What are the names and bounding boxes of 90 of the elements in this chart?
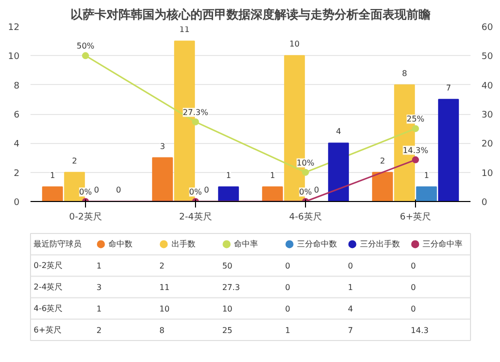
data-label: 1 bbox=[348, 283, 354, 292]
data-label: 4 bbox=[336, 127, 342, 136]
bar bbox=[262, 186, 283, 202]
chart-title: 以萨卡对阵韩国为核心的西甲数据深度解读与走势分析全面表现前瞻 bbox=[70, 8, 430, 22]
point bbox=[412, 156, 419, 164]
data-label: 2 bbox=[96, 326, 102, 335]
point bbox=[302, 168, 309, 176]
bar bbox=[438, 98, 459, 202]
data-label: 1 bbox=[96, 262, 102, 271]
y-tick-label: 10 bbox=[8, 52, 20, 62]
legend-label: 命中数 bbox=[108, 240, 132, 249]
data-label: 0 bbox=[204, 186, 210, 194]
data-label: 0 bbox=[285, 283, 290, 292]
data-label: 4 bbox=[348, 304, 354, 314]
bar bbox=[42, 186, 63, 202]
data-label: 8 bbox=[402, 68, 408, 78]
data-label: 2 bbox=[380, 156, 386, 166]
data-label: 0% bbox=[189, 188, 202, 196]
data-label: 27.3% bbox=[182, 108, 209, 117]
data-label: 0 bbox=[285, 262, 290, 271]
y2-tick-label: 60 bbox=[482, 23, 494, 33]
data-label: 7 bbox=[446, 83, 452, 92]
y-tick-label: 2 bbox=[14, 168, 20, 179]
bar bbox=[152, 157, 173, 202]
category-label: 2-4英尺 bbox=[34, 282, 63, 292]
data-label: 3 bbox=[96, 283, 102, 292]
y2-tick-label: 20 bbox=[482, 140, 494, 150]
data-label: 1 bbox=[424, 170, 430, 180]
data-label: 2 bbox=[159, 262, 164, 271]
legend-label: 三分命中率 bbox=[422, 240, 463, 249]
bar bbox=[416, 186, 437, 202]
y-tick-label: 12 bbox=[8, 23, 20, 33]
y-tick-label: 6 bbox=[14, 110, 20, 120]
x-tick-label: 2-4英尺 bbox=[179, 212, 212, 222]
bar bbox=[328, 142, 349, 202]
y-tick-label: 8 bbox=[14, 81, 20, 92]
category-label: 0-2英尺 bbox=[34, 261, 63, 270]
data-label: 7 bbox=[348, 326, 354, 335]
legend-label: 命中率 bbox=[234, 240, 258, 249]
data-label: 0 bbox=[348, 262, 354, 271]
data-label: 25 bbox=[222, 326, 232, 335]
data-label: 3 bbox=[160, 142, 166, 151]
y2-tick-label: 10 bbox=[482, 168, 494, 179]
data-label: 11 bbox=[159, 283, 170, 292]
y2-tick-label: 50 bbox=[482, 52, 494, 62]
y2-tick-label: 30 bbox=[482, 110, 494, 120]
x-tick-label: 6+英尺 bbox=[400, 212, 432, 222]
data-label: 10 bbox=[222, 304, 232, 314]
data-label: 27.3 bbox=[222, 283, 240, 292]
bar bbox=[372, 172, 393, 202]
data-label: 0 bbox=[116, 186, 122, 194]
data-label: 1 bbox=[96, 304, 102, 314]
y-tick-label: 0 bbox=[14, 198, 20, 208]
x-tick-label: 0-2英尺 bbox=[69, 212, 102, 222]
data-label: 14.3% bbox=[402, 146, 429, 155]
point bbox=[412, 125, 419, 132]
legend-label: 三分命中数 bbox=[297, 240, 338, 249]
data-label: 1 bbox=[285, 326, 290, 335]
data-label: 50 bbox=[222, 262, 232, 271]
legend-label: 出手数 bbox=[171, 240, 196, 249]
data-label: 25% bbox=[406, 114, 425, 124]
x-tick-label: 4-6英尺 bbox=[289, 212, 322, 222]
y-tick-label: 4 bbox=[14, 140, 20, 150]
data-label: 0 bbox=[94, 186, 100, 194]
y2-tick-label: 0 bbox=[482, 198, 488, 208]
data-label: 0 bbox=[410, 304, 416, 314]
data-label: 0% bbox=[299, 188, 312, 196]
legend-title: 最近防守球员 bbox=[34, 240, 82, 249]
point bbox=[82, 52, 89, 60]
data-label: 14.3 bbox=[410, 326, 429, 335]
category-label: 4-6英尺 bbox=[34, 304, 63, 313]
data-label: 0 bbox=[410, 283, 416, 292]
data-label: 10 bbox=[289, 40, 300, 49]
point bbox=[192, 118, 199, 126]
data-label: 2 bbox=[72, 156, 78, 166]
data-label: 0% bbox=[79, 188, 92, 196]
data-label: 0 bbox=[410, 262, 416, 271]
data-label: 1 bbox=[50, 170, 56, 180]
data-label: 10 bbox=[159, 304, 170, 314]
bar bbox=[218, 186, 239, 202]
data-label: 0 bbox=[314, 186, 320, 194]
data-label: 1 bbox=[270, 170, 276, 180]
data-label: 0 bbox=[285, 304, 290, 314]
data-label: 50% bbox=[76, 42, 95, 51]
data-label: 1 bbox=[226, 170, 232, 180]
data-label: 10% bbox=[296, 158, 315, 168]
legend-label: 三分出手数 bbox=[360, 240, 400, 249]
y2-tick-label: 40 bbox=[482, 81, 494, 92]
category-label: 6+英尺 bbox=[34, 325, 62, 334]
data-label: 8 bbox=[159, 326, 164, 335]
